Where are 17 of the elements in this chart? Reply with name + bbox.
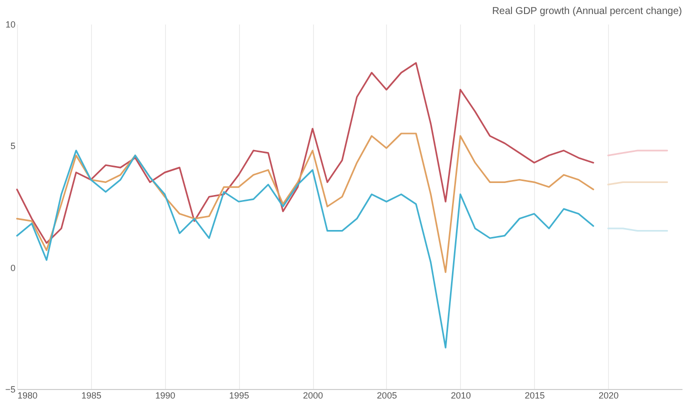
- x-tick-label: 2000: [303, 390, 324, 400]
- y-tick-label: 0: [10, 262, 16, 273]
- y-tick-label: 5: [10, 141, 16, 152]
- line-series: [16, 132, 594, 273]
- line-series: [16, 62, 594, 244]
- x-tick-label: 2015: [524, 390, 545, 400]
- x-tick-label: 1985: [81, 390, 102, 400]
- x-tick-label: 2005: [376, 390, 397, 400]
- x-tick-label: 2010: [450, 390, 471, 400]
- x-tick-label: 1990: [155, 390, 176, 400]
- x-tick-label: 1995: [229, 390, 250, 400]
- chart-title: Real GDP growth (Annual percent change): [492, 6, 682, 17]
- x-tick-label: 1980: [18, 390, 38, 400]
- y-tick-label: −5: [5, 384, 16, 394]
- line-series: [16, 150, 594, 348]
- x-tick-label: 2020: [598, 390, 619, 400]
- y-tick-label: 10: [5, 20, 16, 30]
